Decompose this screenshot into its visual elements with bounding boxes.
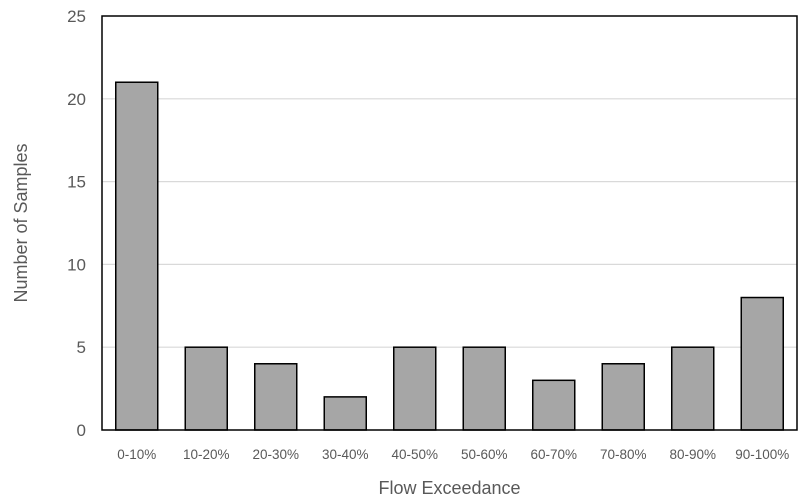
- y-tick-label: 15: [67, 173, 86, 192]
- bar-40-50%: [393, 346, 437, 431]
- x-tick-label: 70-80%: [600, 447, 647, 462]
- x-axis-title: Flow Exceedance: [378, 478, 520, 498]
- y-axis-title: Number of Samples: [11, 143, 31, 302]
- bar-90-100%: [740, 296, 784, 431]
- bar-30-40%: [323, 396, 367, 431]
- y-tick-label: 10: [67, 255, 86, 274]
- bars: [115, 81, 784, 431]
- bar-20-30%: [254, 363, 298, 431]
- x-tick-label: 10-20%: [183, 447, 230, 462]
- y-tick-label: 20: [67, 90, 86, 109]
- gridlines: [102, 98, 797, 348]
- y-tick-label: 0: [77, 421, 86, 440]
- x-tick-label: 40-50%: [391, 447, 438, 462]
- y-axis-ticks: 0 5 10 15 20 25: [67, 7, 86, 440]
- bar-80-90%: [671, 346, 715, 431]
- x-tick-label: 50-60%: [461, 447, 508, 462]
- x-axis-ticks: 0-10% 10-20% 20-30% 30-40% 40-50% 50-60% 60-70…: [117, 447, 789, 462]
- x-tick-label: 60-70%: [530, 447, 577, 462]
- bar-0-10%: [115, 81, 159, 431]
- bar-60-70%: [532, 379, 576, 431]
- y-tick-label: 5: [77, 338, 86, 357]
- x-tick-label: 30-40%: [322, 447, 369, 462]
- bar-10-20%: [184, 346, 228, 431]
- plot-frame: [101, 15, 798, 431]
- bar-50-60%: [462, 346, 506, 431]
- x-tick-label: 20-30%: [252, 447, 299, 462]
- x-tick-label: 0-10%: [117, 447, 156, 462]
- bar-70-80%: [601, 363, 645, 431]
- x-tick-label: 90-100%: [735, 447, 789, 462]
- y-tick-label: 25: [67, 7, 86, 26]
- x-tick-label: 80-90%: [669, 447, 716, 462]
